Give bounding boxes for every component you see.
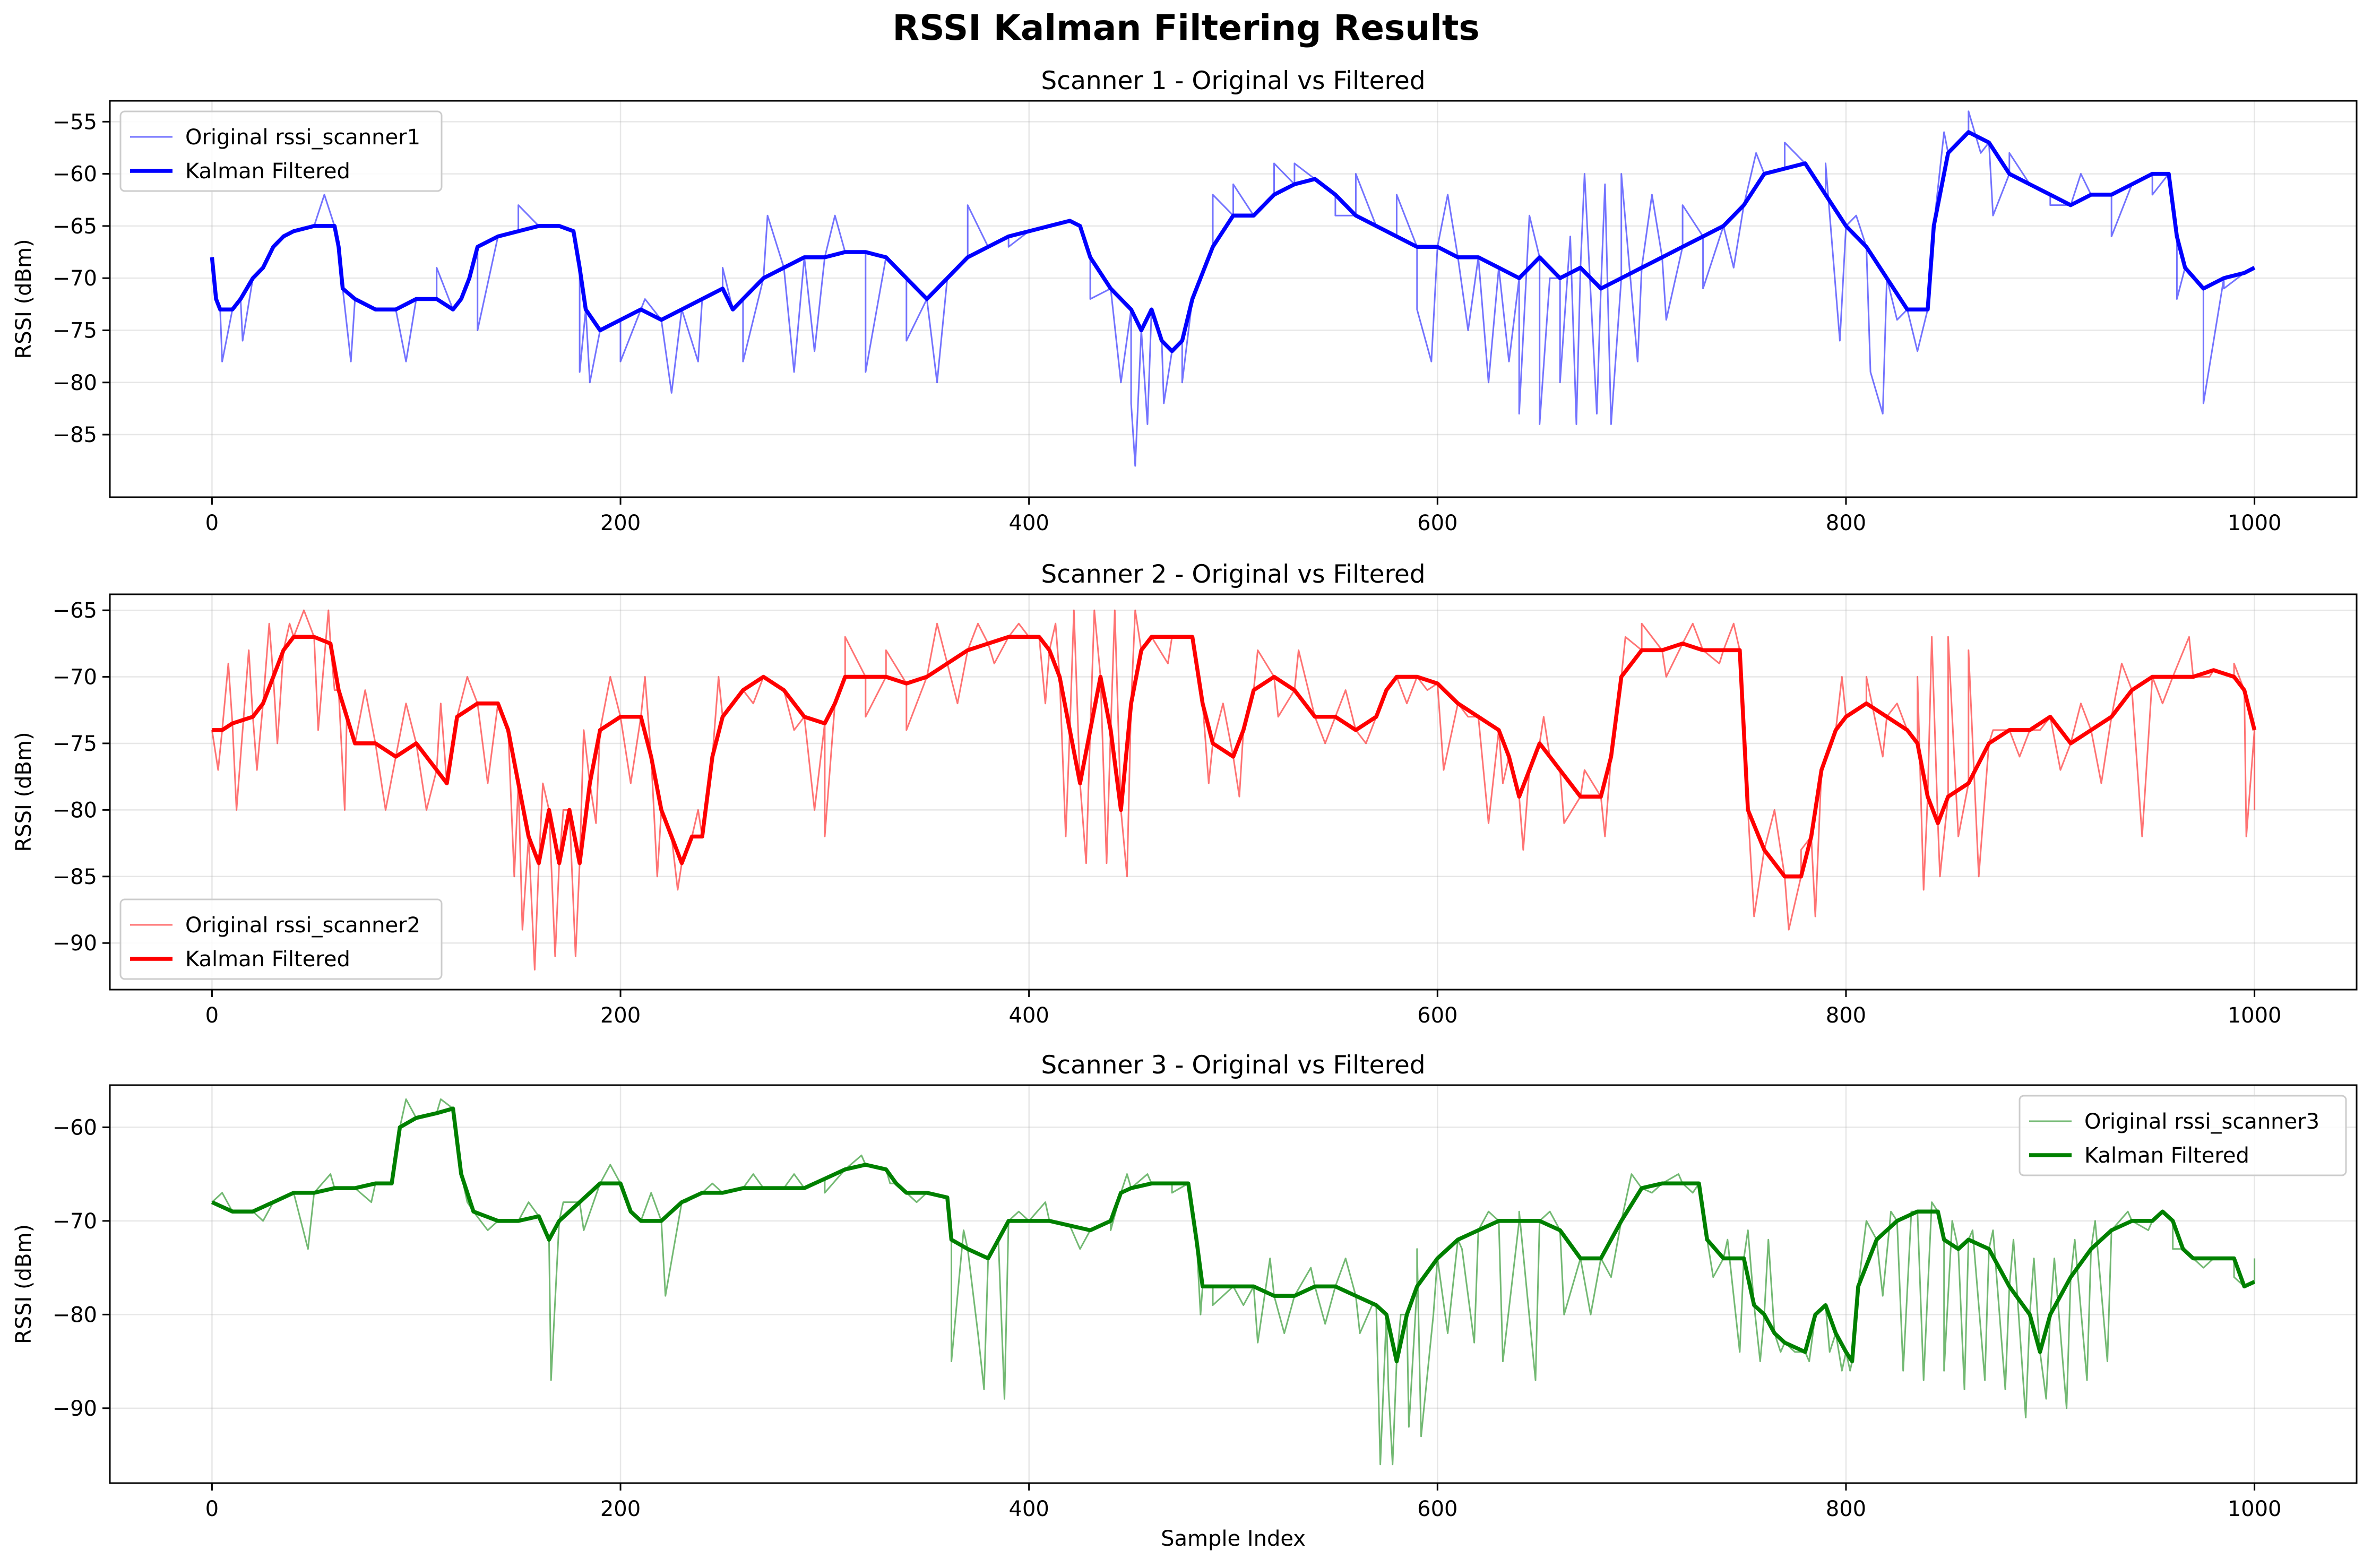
x-tick-label: 1000 — [2228, 1497, 2282, 1521]
axes-frame — [109, 1084, 2358, 1484]
y-tick-label: −90 — [53, 931, 97, 956]
x-tick-label: 400 — [1009, 1003, 1049, 1028]
y-tick-label: −70 — [53, 266, 97, 291]
y-axis-label: RSSI (dBm) — [12, 1224, 36, 1344]
x-tick-label: 400 — [1009, 511, 1049, 535]
axes-frame — [109, 593, 2358, 991]
x-tick-label: 0 — [205, 511, 219, 535]
panel-3: 0 200 400 600 800 1000 −90 −80 −70 −60 Scanner 3 -… — [12, 1051, 2358, 1551]
y-tick-label: −65 — [53, 214, 97, 239]
x-tick-label: 600 — [1417, 1003, 1457, 1028]
x-tick-label: 1000 — [2228, 511, 2282, 535]
legend: Original rssi_scanner2 Kalman Filtered — [119, 898, 443, 980]
y-axis-label: RSSI (dBm) — [12, 239, 36, 359]
y-tick-label: −60 — [53, 162, 97, 187]
x-tick-label: 200 — [600, 511, 641, 535]
original-series-line — [211, 110, 2255, 467]
y-tick-label: −90 — [53, 1397, 97, 1421]
y-tick-label: −75 — [53, 732, 97, 756]
filtered-series-line — [211, 1106, 2256, 1364]
filtered-series-line — [210, 130, 2256, 353]
x-tick-label: 0 — [205, 1497, 219, 1521]
x-tick-label: 0 — [205, 1003, 219, 1028]
legend-label-filtered: Kalman Filtered — [185, 947, 350, 972]
x-tick-label: 800 — [1826, 1003, 1866, 1028]
x-tick-label: 600 — [1417, 1497, 1457, 1521]
x-tick-label: 400 — [1009, 1497, 1049, 1521]
legend: Original rssi_scanner3 Kalman Filtered — [2019, 1095, 2347, 1176]
panel-title: Scanner 2 - Original vs Filtered — [1041, 560, 1425, 589]
panel-title: Scanner 3 - Original vs Filtered — [1041, 1051, 1425, 1080]
x-tick-label: 200 — [600, 1497, 641, 1521]
y-tick-label: −85 — [53, 423, 97, 447]
legend-label-original: Original rssi_scanner1 — [185, 125, 420, 150]
panel-title: Scanner 1 - Original vs Filtered — [1041, 66, 1425, 96]
y-tick-label: −75 — [53, 318, 97, 343]
y-tick-label: −55 — [53, 110, 97, 134]
axes-frame — [109, 100, 2358, 498]
original-series-line — [211, 1098, 2256, 1466]
legend-label-original: Original rssi_scanner3 — [2084, 1110, 2319, 1134]
legend-box — [119, 898, 443, 980]
x-tick-label: 800 — [1826, 1497, 1866, 1521]
legend-box — [2019, 1095, 2347, 1176]
y-tick-label: −85 — [53, 865, 97, 889]
panel-1: 0 200 400 600 800 1000 −85 −80 −75 −70 −65 −60 −55 Sc… — [12, 66, 2358, 535]
x-tick-label: 1000 — [2228, 1003, 2282, 1028]
x-tick-label: 800 — [1826, 511, 1866, 535]
legend: Original rssi_scanner1 Kalman Filtered — [119, 110, 443, 192]
legend-label-filtered: Kalman Filtered — [185, 159, 350, 184]
x-tick-label: 200 — [600, 1003, 641, 1028]
y-tick-label: −65 — [53, 599, 97, 623]
panel-2: 0 200 400 600 800 1000 −90 −85 −80 −75 −70 −65 Scann… — [12, 560, 2358, 1028]
y-tick-label: −80 — [53, 798, 97, 822]
x-axis-label: Sample Index — [1161, 1527, 1306, 1551]
legend-label-original: Original rssi_scanner2 — [185, 913, 420, 938]
figure-title: RSSI Kalman Filtering Results — [892, 7, 1480, 48]
y-tick-label: −70 — [53, 665, 97, 690]
legend-label-filtered: Kalman Filtered — [2084, 1143, 2249, 1168]
x-tick-label: 600 — [1417, 511, 1457, 535]
y-tick-label: −70 — [53, 1209, 97, 1234]
y-tick-label: −80 — [53, 1303, 97, 1327]
y-tick-label: −60 — [53, 1115, 97, 1140]
legend-box — [119, 110, 443, 192]
filtered-series-line — [212, 635, 2257, 879]
y-axis-label: RSSI (dBm) — [12, 732, 36, 852]
y-tick-label: −80 — [53, 371, 97, 395]
